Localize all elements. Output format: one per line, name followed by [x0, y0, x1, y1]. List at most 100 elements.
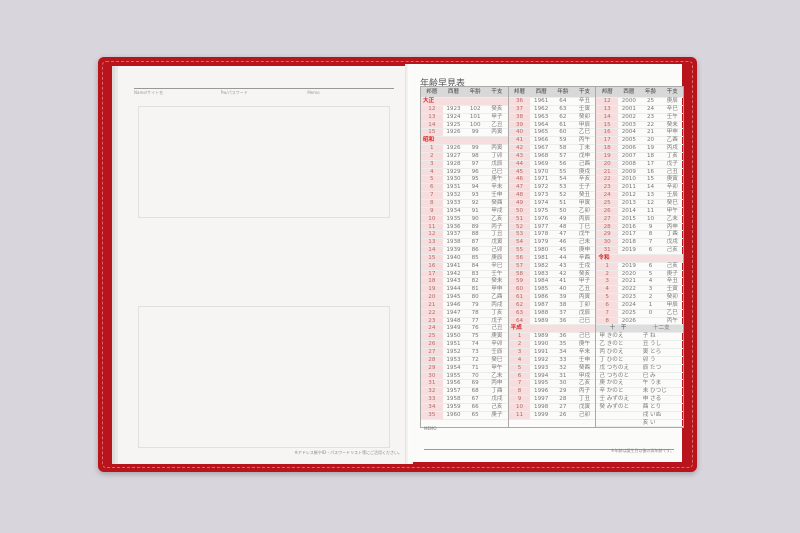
table-cell: 57: [508, 262, 531, 270]
left-page-footer-note: ※アドレス帳やID・パスワードリスト等にご活用ください。: [294, 450, 402, 455]
table-row: 18 1943 82 癸未: [421, 278, 508, 287]
table-cell: 丁卯: [578, 301, 591, 308]
table-row: 6 2024 1 甲辰: [596, 301, 684, 310]
table-cell: 卯 う: [642, 356, 656, 363]
table-cell: 86: [471, 247, 479, 254]
table-cell: 癸 みずのと: [599, 403, 630, 410]
table-cell: 2004: [621, 129, 636, 136]
zodiac-row: 己 つちのと 巳 み: [596, 373, 684, 381]
table-cell: 癸亥: [491, 105, 503, 112]
table-cell: 1968: [534, 152, 549, 159]
table-cell: 壬寅: [578, 105, 591, 112]
table-cell: 45: [559, 247, 567, 254]
table-cell: 49: [559, 215, 567, 222]
table-cell: 47: [559, 231, 567, 238]
table-cell: 1955: [446, 372, 461, 379]
table-cell: 14: [646, 184, 655, 191]
table-cell: 1967: [534, 145, 549, 152]
table-cell: 庚辰: [666, 98, 678, 104]
faint-show-through-form: [138, 306, 390, 448]
table-cell: 己卯: [491, 247, 503, 254]
table-cell: 1938: [446, 239, 461, 246]
table-cell: 年齢: [469, 89, 481, 95]
table-cell: 1942: [446, 270, 461, 277]
table-cell: 81: [471, 286, 479, 293]
table-cell: 丁酉: [666, 231, 678, 238]
table-cell: 庚寅: [666, 176, 678, 183]
table-cell: 2010: [621, 176, 636, 183]
table-cell: 2021: [621, 278, 636, 285]
table-cell: 戌 いぬ: [642, 411, 662, 418]
table-cell: 寅 とら: [642, 349, 662, 355]
table-row: 12 1923 102 癸亥: [421, 105, 508, 114]
table-cell: 1969: [534, 160, 549, 167]
table-cell: 50: [559, 207, 567, 214]
table-cell: 1992: [534, 356, 549, 363]
table-cell: 十 干: [596, 325, 640, 333]
table-cell: 30: [421, 372, 443, 380]
field-password-label: Pw/パスワード: [220, 90, 248, 95]
table-cell: 1930: [446, 176, 461, 183]
table-cell: 17: [646, 160, 655, 167]
table-row: 33 1958 67 戊戌: [421, 396, 508, 404]
table-cell: 壬午: [666, 113, 678, 120]
table-cell: 49: [508, 199, 531, 207]
table-cell: 10: [421, 215, 443, 223]
table-cell: 51: [559, 199, 567, 206]
table-cell: 53: [559, 184, 567, 191]
table-cell: 丙申: [666, 223, 678, 230]
table-row: 34 1959 66 己亥: [421, 403, 508, 412]
table-cell: 48: [559, 223, 567, 230]
table-cell: 1978: [534, 231, 549, 238]
table-cell: 9: [648, 223, 653, 230]
table-header-row: 邦暦 西暦 年齢 干支: [421, 87, 508, 98]
table-cell: 丙寅: [491, 129, 503, 136]
table-cell: 甲午: [491, 364, 503, 371]
table-cell: 73: [471, 349, 479, 355]
table-cell: 大正: [421, 98, 508, 105]
table-cell: 77: [471, 317, 479, 324]
zodiac-row: 乙 きのと 丑 うし: [596, 341, 684, 349]
table-row: 7 1932 93 壬申: [421, 192, 508, 200]
table-cell: 22: [646, 121, 655, 128]
table-cell: 1926: [446, 145, 461, 152]
table-cell: 7: [596, 309, 619, 317]
table-cell: 24: [421, 325, 443, 333]
table-cell: 33: [559, 356, 567, 363]
table-cell: 1923: [446, 105, 461, 112]
table-cell: 7: [508, 380, 531, 388]
table-cell: 19: [596, 152, 619, 160]
table-cell: 辛巳: [491, 262, 503, 269]
table-cell: 1933: [446, 199, 461, 206]
table-cell: 62: [559, 113, 567, 120]
table-cell: 1963: [534, 113, 549, 120]
table-cell: 丁卯: [491, 152, 503, 159]
table-row: 42 1967 58 丁未: [508, 145, 596, 153]
table-cell: 69: [471, 380, 479, 387]
table-cell: 42: [508, 145, 531, 152]
divider: [424, 449, 674, 450]
table-row: 25 1950 75 庚寅: [421, 333, 508, 342]
table-cell: 1986: [534, 294, 549, 301]
table-cell: 甲寅: [578, 199, 591, 206]
table-cell: 己巳: [578, 333, 591, 340]
table-cell: 丙寅: [578, 294, 591, 301]
table-row: 7 1995 30 乙亥: [508, 380, 596, 389]
table-cell: 19: [421, 286, 443, 294]
table-cell: 癸未: [666, 121, 678, 128]
table-row: 9 1934 91 甲戌: [421, 207, 508, 216]
table-cell: 辛卯: [491, 341, 503, 348]
table-cell: 2011: [621, 184, 636, 191]
table-cell: 2014: [621, 207, 636, 214]
table-cell: 94: [471, 184, 479, 191]
table-cell: 十二支: [652, 325, 670, 332]
table-row: 31 2019 6 己亥: [596, 247, 684, 255]
table-row: 26 2014 11 甲午: [596, 207, 684, 216]
table-cell: 42: [559, 270, 567, 277]
table-cell: 10: [646, 215, 655, 222]
table-cell: 1944: [446, 286, 461, 293]
table-cell: 2007: [621, 152, 636, 159]
table-cell: 27: [421, 349, 443, 356]
table-cell: 4: [648, 278, 653, 285]
table-cell: 21: [421, 301, 443, 309]
